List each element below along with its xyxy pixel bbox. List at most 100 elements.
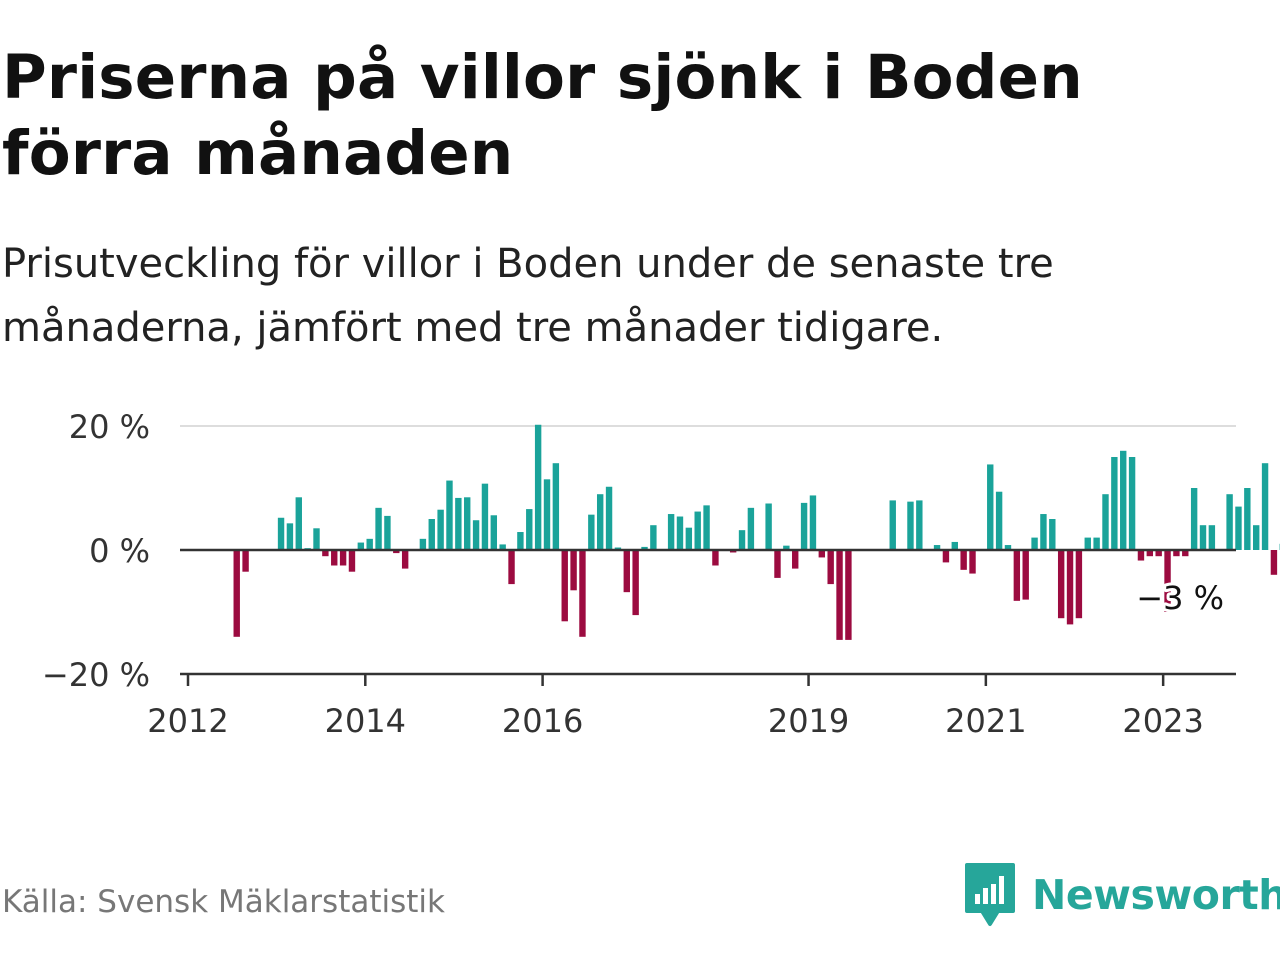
bar	[1102, 494, 1109, 550]
bar	[1057, 550, 1065, 619]
brand-name: Newsworthy	[1032, 871, 1280, 919]
bar	[1182, 550, 1189, 557]
chart-title: Priserna på villor sjönk i Boden förra m…	[2, 42, 1083, 189]
bars	[233, 424, 1280, 640]
bar	[1040, 514, 1047, 550]
bar	[419, 538, 427, 550]
bar	[526, 509, 533, 550]
bar	[889, 500, 896, 550]
bar	[366, 538, 373, 550]
y-axis-ticks: 20 % 0 % −20 %	[42, 408, 150, 694]
bar	[623, 550, 630, 593]
bar	[277, 517, 285, 550]
bar	[792, 550, 799, 569]
bar	[242, 550, 249, 572]
bar	[1164, 550, 1171, 612]
bar	[517, 532, 524, 550]
bar	[1049, 519, 1056, 550]
bar	[650, 525, 657, 550]
bar	[738, 530, 746, 550]
chart-subtitle: Prisutveckling för villor i Boden under …	[2, 241, 1054, 351]
bar	[348, 550, 356, 572]
bar	[1146, 550, 1154, 557]
bar	[1111, 457, 1118, 550]
bar	[951, 541, 958, 550]
bar	[313, 528, 320, 550]
bar	[676, 516, 684, 550]
bar	[455, 497, 462, 550]
bar	[1226, 494, 1233, 550]
bar	[464, 497, 471, 550]
bar	[1235, 506, 1242, 550]
bar	[401, 550, 409, 569]
bar	[1128, 457, 1136, 550]
bar	[1093, 537, 1100, 550]
bar	[543, 479, 551, 550]
bar	[933, 545, 941, 550]
bar	[765, 503, 772, 550]
last-value-label: −3 %	[1136, 579, 1224, 617]
bar	[596, 494, 604, 550]
bar	[747, 507, 755, 550]
bar	[632, 550, 639, 616]
bar	[1270, 550, 1278, 575]
bar	[1004, 545, 1012, 550]
bar	[428, 519, 435, 550]
bar	[393, 550, 400, 554]
bar	[827, 550, 834, 585]
bar	[1031, 537, 1038, 550]
bar	[1253, 525, 1260, 550]
bar	[907, 501, 914, 550]
brand-logo[interactable]: Newsworthy	[964, 860, 1280, 930]
bar	[969, 550, 976, 574]
x-tick-label: 2023	[1122, 702, 1203, 740]
bar	[570, 550, 577, 591]
bar	[712, 550, 719, 566]
x-tick-label: 2019	[768, 702, 849, 740]
bar	[375, 507, 382, 550]
bar	[437, 509, 444, 550]
y-tick-label: 20 %	[69, 408, 150, 446]
bar	[783, 545, 790, 550]
bar	[800, 502, 808, 550]
bar	[1261, 463, 1269, 550]
x-tick-label: 2014	[325, 702, 406, 740]
bar	[1199, 525, 1207, 550]
bar	[942, 550, 950, 563]
bar	[818, 550, 826, 558]
bar	[1190, 488, 1198, 550]
bar	[916, 500, 923, 550]
bar	[641, 546, 648, 550]
bar	[1137, 550, 1145, 561]
axes	[180, 548, 1236, 676]
x-tick-label: 2021	[945, 702, 1026, 740]
bar	[1013, 550, 1021, 601]
annotations: −3 %	[1133, 576, 1227, 620]
y-tick-label: −20 %	[42, 656, 150, 694]
bar	[1075, 550, 1083, 619]
bar	[836, 550, 843, 640]
bar	[1084, 537, 1091, 550]
bar	[534, 424, 542, 550]
bar	[1155, 550, 1162, 557]
x-tick-label: 2012	[147, 702, 228, 740]
bar	[508, 550, 515, 585]
bar	[233, 550, 240, 637]
bar	[605, 486, 613, 550]
bar	[995, 491, 1003, 550]
x-tick-label: 2016	[502, 702, 583, 740]
bar	[1120, 450, 1127, 550]
bar	[481, 483, 489, 550]
y-tick-label: 0 %	[89, 532, 150, 570]
bar	[579, 550, 586, 637]
bar	[694, 511, 701, 550]
bar	[490, 515, 498, 550]
bar	[472, 520, 480, 550]
bar	[809, 495, 817, 550]
bar	[1208, 525, 1216, 550]
bar	[295, 497, 302, 550]
bar	[499, 544, 506, 550]
bar	[703, 505, 710, 550]
source-note: Källa: Svensk Mäklarstatistik	[2, 884, 445, 920]
